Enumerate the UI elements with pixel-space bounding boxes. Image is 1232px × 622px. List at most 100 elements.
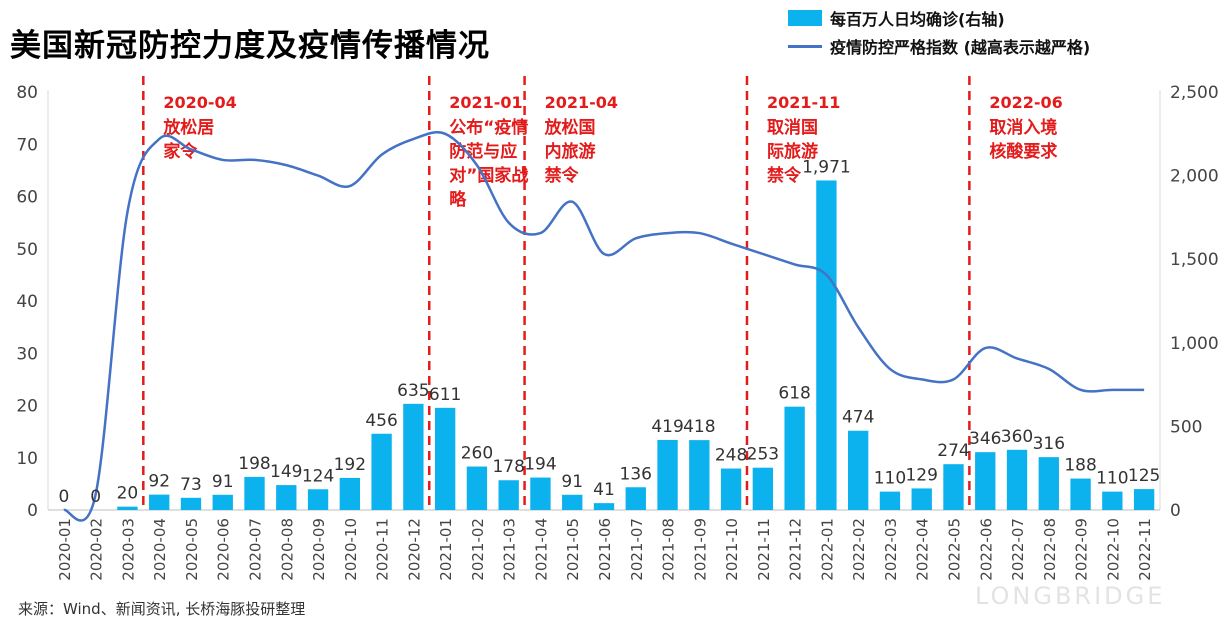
bar-data-label: 253	[747, 445, 779, 465]
annotation-text: 核酸要求	[989, 141, 1057, 162]
chart-title: 美国新冠防控力度及疫情传播情况	[10, 28, 490, 64]
bar	[911, 488, 932, 510]
bar-data-label: 20	[117, 484, 139, 504]
source-note: 来源：Wind、新闻资讯, 长桥海豚投研整理	[18, 600, 306, 618]
x-tick-label: 2020-03	[119, 518, 137, 581]
annotation-text: 防范与应	[449, 141, 517, 162]
x-tick-label: 2021-08	[660, 518, 678, 581]
x-tick-label: 2022-08	[1041, 518, 1059, 581]
bar	[244, 476, 265, 510]
bar	[943, 464, 964, 510]
bar-data-label: 110	[1096, 469, 1128, 489]
bar	[434, 407, 456, 510]
x-tick-label: 2020-04	[151, 518, 169, 581]
x-tick-label: 2021-05	[564, 518, 582, 581]
bar	[212, 494, 233, 510]
bar	[466, 466, 488, 510]
bar	[848, 430, 869, 510]
bar	[1006, 449, 1028, 510]
bar-data-label: 419	[651, 417, 683, 437]
x-tick-label: 2020-12	[405, 518, 423, 581]
bar	[816, 180, 837, 511]
annotation-text: 放松国	[544, 117, 596, 138]
x-tick-label: 2021-11	[755, 518, 773, 581]
x-tick-label: 2022-01	[818, 518, 836, 581]
annotation-text: 放松居	[162, 117, 214, 138]
bar-data-label: 346	[969, 429, 1001, 449]
y-left-tick-label: 0	[27, 501, 38, 521]
y-right-tick-label: 500	[1170, 417, 1202, 437]
bar-data-label: 149	[270, 462, 302, 482]
bar-data-label: 125	[1128, 466, 1160, 486]
bar-data-label: 456	[365, 411, 397, 431]
bar-data-label: 41	[593, 480, 615, 500]
bar-data-label: 192	[334, 455, 366, 475]
annotation-text: 取消入境	[989, 117, 1057, 138]
annotation-text: 家令	[163, 141, 198, 162]
annotation-text: 公布“疫情	[449, 117, 528, 138]
y-right-tick-label: 2,000	[1170, 167, 1219, 187]
bar-data-label: 136	[620, 464, 652, 484]
bar-data-label: 73	[180, 475, 202, 495]
bar-data-label: 1,971	[802, 157, 851, 177]
bar-data-label: 198	[238, 454, 270, 474]
bar-data-label: 194	[524, 455, 556, 475]
annotation-date: 2021-04	[545, 93, 618, 112]
x-tick-label: 2020-10	[342, 518, 360, 581]
bar	[180, 497, 202, 510]
legend-line-swatch	[788, 44, 822, 48]
y-right-tick-label: 2,500	[1170, 83, 1219, 103]
y-left-tick-label: 50	[16, 240, 38, 260]
bar-data-label: 92	[148, 472, 170, 492]
bar-data-label: 474	[842, 408, 874, 428]
bar	[562, 494, 583, 510]
x-tick-label: 2020-11	[374, 518, 392, 581]
y-left-tick-label: 60	[16, 188, 38, 208]
annotation-text: 禁令	[767, 165, 802, 186]
bar	[498, 480, 519, 510]
bar	[720, 468, 742, 510]
bar	[784, 406, 805, 510]
bar-data-label: 611	[429, 385, 461, 405]
bar-data-label: 0	[58, 487, 69, 507]
bar	[1070, 478, 1091, 510]
y-right-tick-label: 1,000	[1170, 334, 1219, 354]
annotation-text: 取消国	[767, 117, 818, 138]
bar	[752, 467, 774, 510]
bar-data-label: 418	[683, 417, 715, 437]
bar-data-label: 635	[397, 381, 429, 401]
bar-data-label: 91	[212, 472, 234, 492]
bar-data-label: 91	[561, 472, 583, 492]
x-tick-label: 2022-03	[882, 518, 900, 581]
bar-data-label: 260	[461, 444, 493, 464]
x-tick-label: 2021-01	[437, 518, 455, 581]
y-left-tick-label: 40	[16, 292, 38, 312]
bar-data-label: 178	[492, 457, 524, 477]
x-tick-label: 2020-05	[183, 518, 201, 581]
bar-data-label: 316	[1033, 434, 1065, 454]
bar	[1133, 489, 1155, 510]
legend-bar-label: 每百万人日均确诊(右轴)	[830, 10, 1005, 29]
legend-line-label: 疫情防控严格指数 (越高表示越严格)	[830, 38, 1091, 57]
bar	[975, 452, 996, 510]
bar	[689, 440, 710, 510]
bar	[1038, 457, 1059, 510]
x-tick-label: 2022-11	[1136, 518, 1154, 581]
annotation-text: 际旅游	[767, 141, 818, 162]
x-tick-label: 2020-09	[310, 518, 328, 581]
x-tick-label: 2022-10	[1104, 518, 1122, 581]
x-tick-label: 2021-06	[596, 518, 614, 581]
bar-data-label: 274	[937, 441, 969, 461]
annotation-date: 2020-04	[163, 93, 236, 112]
x-tick-label: 2020-06	[215, 518, 233, 581]
bar	[149, 494, 170, 510]
y-right-tick-label: 0	[1170, 501, 1181, 521]
legend-item-bars: 每百万人日均确诊(右轴)	[788, 4, 1090, 32]
x-tick-label: 2022-05	[945, 518, 963, 581]
x-tick-label: 2022-07	[1009, 518, 1027, 581]
annotation-text: 禁令	[545, 165, 580, 186]
bar-data-label: 129	[905, 465, 937, 485]
y-left-tick-label: 80	[16, 83, 38, 103]
x-tick-label: 2022-09	[1073, 518, 1091, 581]
